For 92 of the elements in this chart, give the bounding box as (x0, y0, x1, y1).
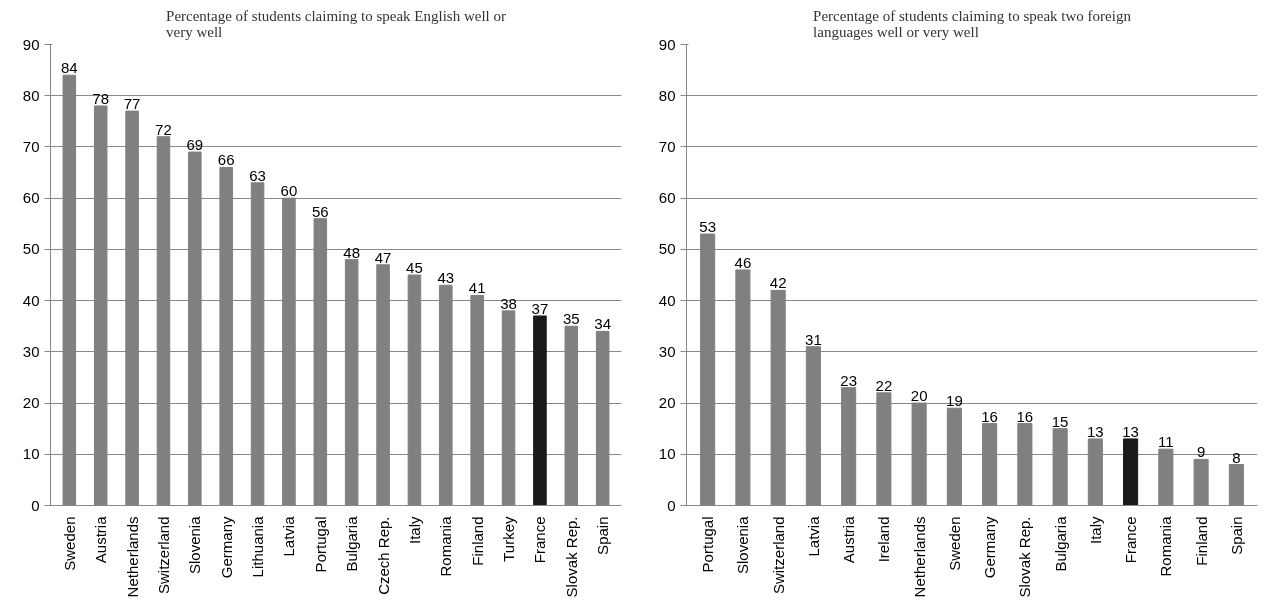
data-label: 15 (1051, 412, 1069, 430)
x-tick-label: France (1122, 516, 1140, 564)
x-tick-label: Slovenia (734, 515, 752, 575)
y-tick-label: 70 (22, 137, 40, 155)
data-label: 31 (805, 330, 822, 348)
y-tick-label: 90 (658, 35, 676, 53)
x-tick-label: Finland (468, 516, 486, 566)
y-tick-label: 40 (658, 291, 676, 309)
data-label: 78 (92, 89, 110, 107)
data-label: 16 (981, 407, 998, 425)
y-tick-label: 60 (22, 189, 40, 207)
y-tick-label: 20 (658, 394, 676, 412)
x-tick-label: France (531, 516, 549, 564)
x-tick-label: Czech Rep. (374, 516, 392, 595)
x-tick-label: Turkey (500, 516, 518, 562)
x-tick-label: Austria (92, 515, 110, 564)
x-tick-label: Portugal (311, 516, 329, 573)
data-label: 43 (437, 269, 455, 287)
data-label: 69 (186, 136, 204, 154)
data-label: 45 (406, 259, 423, 276)
x-tick-label: Spain (594, 516, 612, 555)
x-tick-label: Switzerland (769, 516, 787, 595)
x-tick-label: Finland (1192, 516, 1210, 566)
y-tick-label: 10 (658, 445, 676, 463)
x-tick-label: Romania (437, 515, 455, 577)
y-tick-label: 20 (22, 394, 40, 412)
y-tick-label: 90 (22, 35, 40, 53)
data-label: 53 (699, 218, 716, 236)
data-label: 63 (249, 166, 266, 184)
bar (533, 315, 547, 506)
bar (1123, 438, 1139, 506)
data-label: 9 (1196, 443, 1206, 461)
x-tick-label: Latvia (804, 515, 822, 557)
data-label: 34 (594, 315, 612, 333)
x-tick-label: Latvia (280, 515, 298, 557)
y-tick-label: 0 (31, 496, 40, 514)
y-tick-label: 70 (658, 137, 676, 155)
x-tick-label: Slovak Rep. (562, 516, 580, 598)
x-tick-label: Romania (1157, 515, 1175, 577)
data-label: 13 (1122, 422, 1139, 440)
data-label: 13 (1087, 422, 1104, 440)
y-tick-label: 30 (22, 342, 40, 360)
x-tick-label: Slovak Rep. (1016, 516, 1034, 598)
y-tick-label: 80 (22, 86, 40, 104)
x-tick-label: Lithuania (249, 515, 267, 578)
x-tick-label: Sweden (60, 516, 78, 571)
data-label: 72 (155, 120, 172, 138)
x-tick-label: Sweden (945, 516, 963, 571)
data-label: 16 (1016, 407, 1034, 425)
data-label: 66 (217, 151, 235, 169)
x-tick-label: Switzerland (154, 516, 172, 595)
data-label: 38 (500, 294, 517, 312)
data-label: 60 (280, 182, 298, 200)
x-tick-label: Netherlands (123, 516, 141, 598)
data-label: 11 (1158, 433, 1174, 451)
chart-title: Percentage of students claiming to speak two foreign languages well or very well (813, 7, 1132, 40)
x-tick-label: Germany (217, 516, 235, 579)
x-tick-label: Portugal (699, 516, 717, 573)
y-tick-label: 80 (658, 86, 676, 104)
data-label: 20 (910, 387, 928, 405)
y-tick-label: 60 (658, 189, 676, 207)
data-label: 77 (123, 95, 141, 113)
data-label: 23 (840, 371, 857, 389)
x-tick-label: Austria (840, 515, 858, 564)
y-tick-label: 40 (22, 291, 40, 309)
data-label: 47 (374, 248, 392, 266)
data-label: 41 (468, 279, 486, 297)
x-tick-label: Italy (405, 516, 423, 545)
x-tick-label: Spain (1227, 516, 1245, 555)
chart-title: Percentage of students claiming to speak English well or very well (166, 7, 506, 40)
x-tick-label: Slovenia (186, 515, 204, 575)
x-tick-label: Bulgaria (1051, 515, 1069, 572)
y-tick-label: 0 (667, 496, 676, 514)
data-label: 42 (769, 274, 787, 292)
data-label: 84 (60, 59, 78, 77)
y-tick-label: 50 (22, 240, 40, 258)
data-label: 37 (531, 299, 549, 317)
y-tick-label: 30 (658, 342, 676, 360)
data-label: 22 (875, 376, 893, 394)
y-tick-label: 10 (22, 445, 40, 463)
data-label: 8 (1232, 448, 1241, 466)
data-label: 56 (311, 202, 329, 220)
x-tick-label: Ireland (875, 516, 893, 563)
data-label: 35 (562, 310, 580, 328)
data-label: 48 (343, 243, 361, 261)
x-tick-label: Netherlands (910, 516, 928, 598)
data-label: 46 (734, 253, 752, 271)
x-tick-label: Italy (1086, 516, 1104, 545)
data-label: 19 (946, 392, 963, 410)
y-tick-label: 50 (658, 240, 676, 258)
x-tick-label: Bulgaria (343, 515, 361, 572)
x-tick-label: Germany (981, 516, 999, 579)
